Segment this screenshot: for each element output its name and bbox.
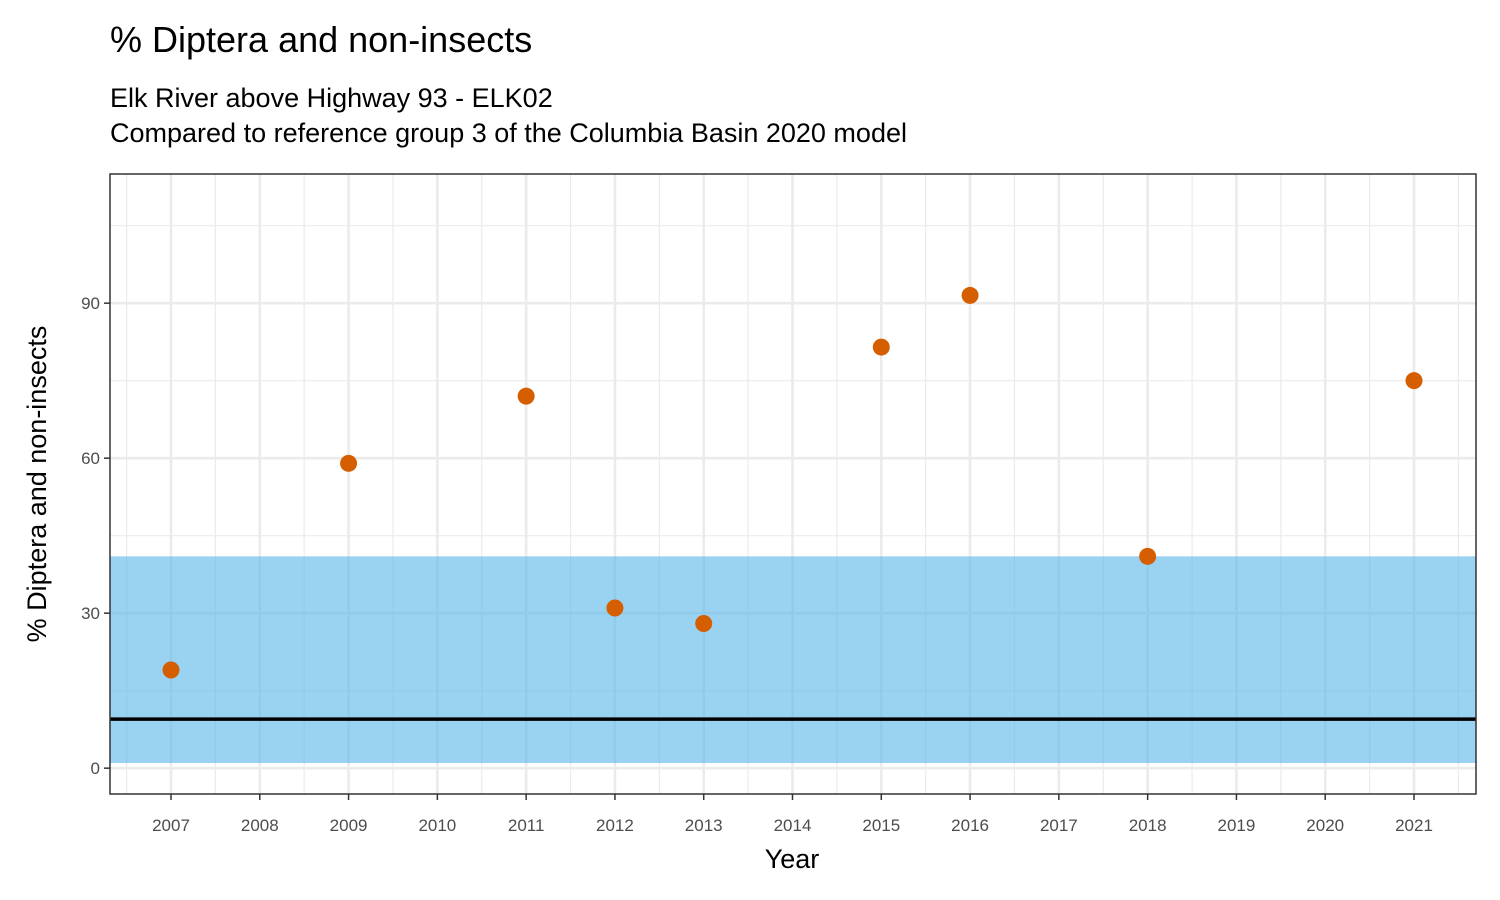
data-point — [1405, 372, 1423, 390]
x-tick-label: 2007 — [152, 816, 190, 835]
y-tick-label: 60 — [81, 449, 100, 468]
x-tick-label: 2013 — [685, 816, 723, 835]
data-point — [872, 338, 890, 356]
data-point — [162, 661, 180, 679]
y-tick-label: 90 — [81, 294, 100, 313]
x-tick-label: 2008 — [241, 816, 279, 835]
data-point — [695, 615, 713, 632]
data-point — [961, 286, 979, 304]
x-axis: 2007 2008 2009 2010 2011 2012 2013 2014 2015 2016… — [152, 794, 1433, 835]
x-tick-label: 2010 — [418, 816, 456, 835]
data-point — [606, 599, 624, 617]
data-point — [517, 387, 535, 405]
x-tick-label: 2020 — [1306, 816, 1344, 835]
x-axis-title: Year — [765, 844, 820, 874]
chart-title: % Diptera and non-insects — [110, 19, 532, 60]
data-point — [340, 454, 358, 472]
data-point — [1139, 547, 1157, 565]
reference-band — [110, 556, 1476, 763]
chart-subtitle-line-1: Elk River above Highway 93 - ELK02 — [110, 83, 553, 113]
y-axis: 0 30 60 90 — [81, 294, 110, 778]
x-tick-label: 2018 — [1129, 816, 1167, 835]
x-tick-label: 2009 — [330, 816, 368, 835]
y-axis-title: % Diptera and non-insects — [22, 326, 52, 643]
x-tick-label: 2016 — [951, 816, 989, 835]
x-tick-label: 2021 — [1395, 816, 1433, 835]
x-tick-label: 2011 — [508, 816, 545, 835]
x-tick-label: 2019 — [1218, 816, 1256, 835]
x-tick-label: 2017 — [1040, 816, 1078, 835]
chart-subtitle-line-2: Compared to reference group 3 of the Col… — [110, 118, 907, 148]
reference-band-layer — [110, 556, 1476, 763]
x-tick-label: 2015 — [862, 816, 900, 835]
y-tick-label: 30 — [81, 604, 100, 623]
data-points — [162, 286, 1423, 679]
x-tick-label: 2012 — [596, 816, 634, 835]
x-tick-label: 2014 — [774, 816, 812, 835]
y-tick-label: 0 — [91, 759, 100, 778]
